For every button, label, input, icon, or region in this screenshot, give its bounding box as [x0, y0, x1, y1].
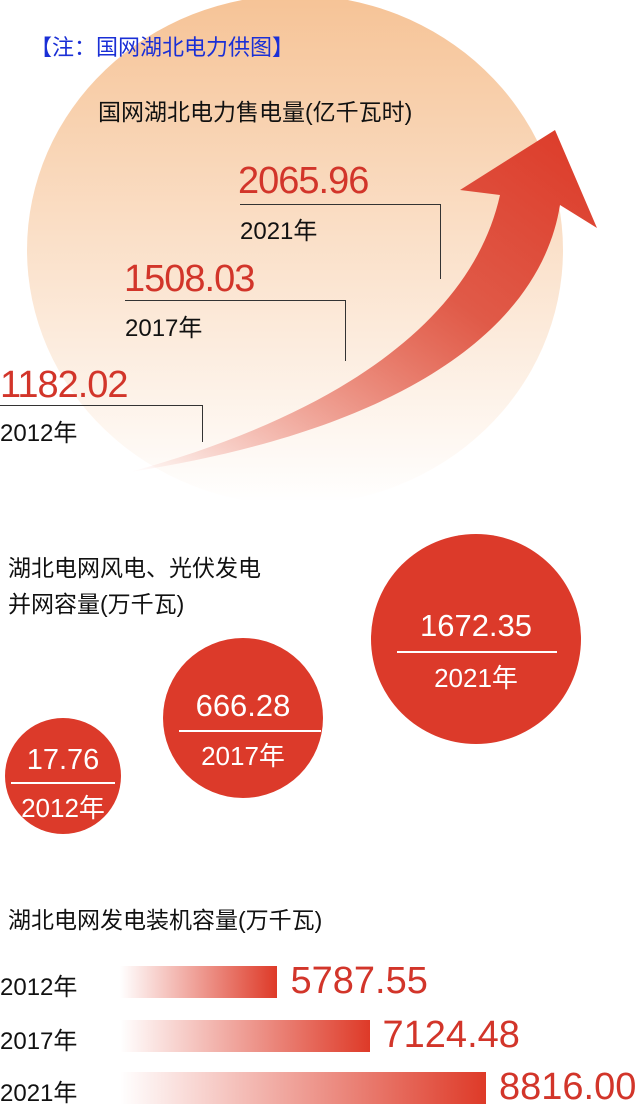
- capacity-year-1: 2017年: [0, 1028, 78, 1055]
- capacity-year-0: 2012年: [0, 974, 78, 1001]
- divider: [397, 651, 557, 653]
- capacity-year-2: 2021年: [0, 1080, 78, 1107]
- sales-bracket-2012: [0, 405, 203, 442]
- sales-background: [27, 0, 597, 500]
- renewable-value-2021: 1672.35: [419, 608, 533, 643]
- sales-bracket-2017: [125, 300, 346, 361]
- growth-arrow-icon: [130, 130, 597, 472]
- renewable-value-2012: 17.76: [26, 744, 100, 776]
- capacity-value-0: 5787.55: [290, 960, 428, 1002]
- capacity-value-2: 8816.00: [499, 1066, 637, 1108]
- sales-value-2012: 1182.02: [0, 364, 129, 406]
- renewable-circle-2017: 666.28 2017年: [163, 638, 323, 798]
- source-note: 【注：国网湖北电力供图】: [30, 35, 295, 60]
- capacity-value-1: 7124.48: [382, 1014, 520, 1056]
- renewable-title-line1: 湖北电网风电、光伏发电: [8, 555, 261, 581]
- renewable-title-line2: 并网容量(万千瓦): [8, 591, 185, 617]
- renewable-circle-2021: 1672.35 2021年: [371, 534, 581, 744]
- renewable-year-2021: 2021年: [434, 663, 518, 693]
- capacity-bar-1: [120, 1020, 370, 1052]
- sales-value-2017: 1508.03: [124, 258, 255, 300]
- sales-year-2017: 2017年: [125, 315, 203, 342]
- capacity-bar-2: [120, 1072, 486, 1104]
- divider: [179, 730, 321, 732]
- capacity-title: 湖北电网发电装机容量(万千瓦): [8, 907, 323, 933]
- sales-bracket-2021: [240, 204, 441, 279]
- capacity-bar-0: [120, 966, 278, 998]
- renewable-circle-2012: 17.76 2012年: [5, 718, 121, 834]
- divider: [11, 782, 115, 784]
- sales-title: 国网湖北电力售电量(亿千瓦时): [98, 99, 413, 125]
- renewable-year-2017: 2017年: [201, 741, 285, 771]
- renewable-value-2017: 666.28: [195, 688, 291, 723]
- renewable-year-2012: 2012年: [21, 793, 105, 823]
- sales-year-2021: 2021年: [240, 218, 318, 245]
- sales-year-2012: 2012年: [0, 420, 78, 447]
- sales-value-2021: 2065.96: [238, 160, 369, 202]
